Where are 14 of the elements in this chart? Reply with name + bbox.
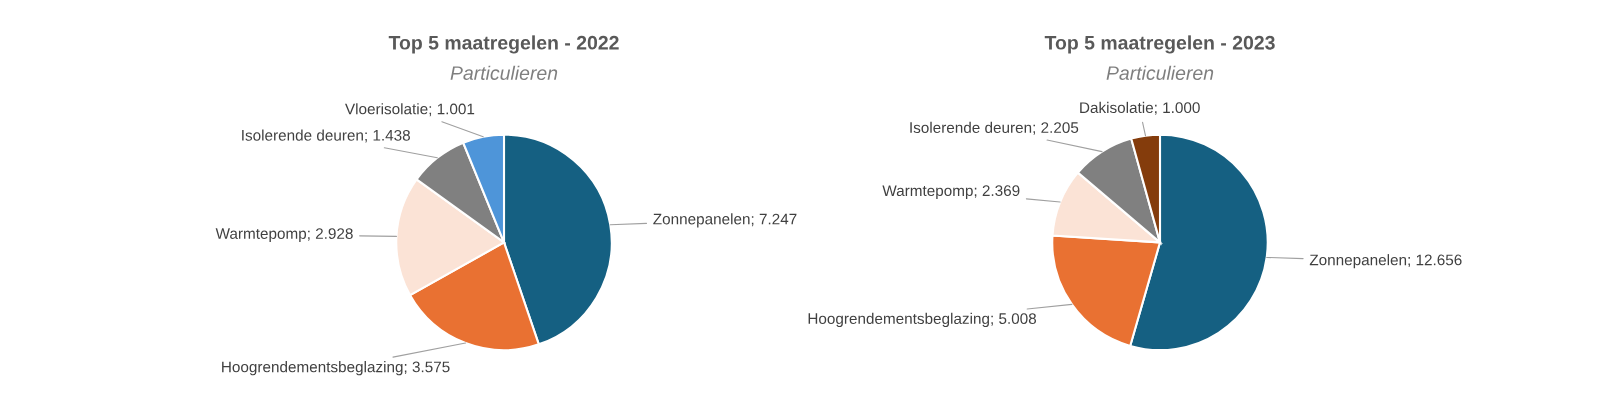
chart-title: Top 5 maatregelen - 2022 xyxy=(388,35,619,54)
chart-subtitle: Particulieren xyxy=(450,65,558,80)
slice-label: Zonnepanelen; 12.656 xyxy=(1309,254,1462,269)
slice-label: Dakisolatie; 1.000 xyxy=(1080,101,1200,115)
chart-title: Top 5 maatregelen - 2023 xyxy=(1044,35,1275,54)
slice-label: Hoogrendementsbeglazing; 3.575 xyxy=(222,361,450,376)
slice-label: Hoogrendementsbeglazing; 5.008 xyxy=(808,312,1037,328)
slice-label: Vloerisolatie; 1.001 xyxy=(345,103,475,117)
slice-label: Isolerende deuren; 2.205 xyxy=(910,121,1079,135)
slice-label: Isolerende deuren; 1.438 xyxy=(242,129,410,143)
slice-label: Warmtepomp; 2.369 xyxy=(882,185,1020,200)
chart-subtitle: Particulieren xyxy=(1106,65,1214,80)
slice-label: Warmtepomp; 2.928 xyxy=(215,228,353,242)
slice-label: Zonnepanelen; 7.247 xyxy=(653,213,797,228)
